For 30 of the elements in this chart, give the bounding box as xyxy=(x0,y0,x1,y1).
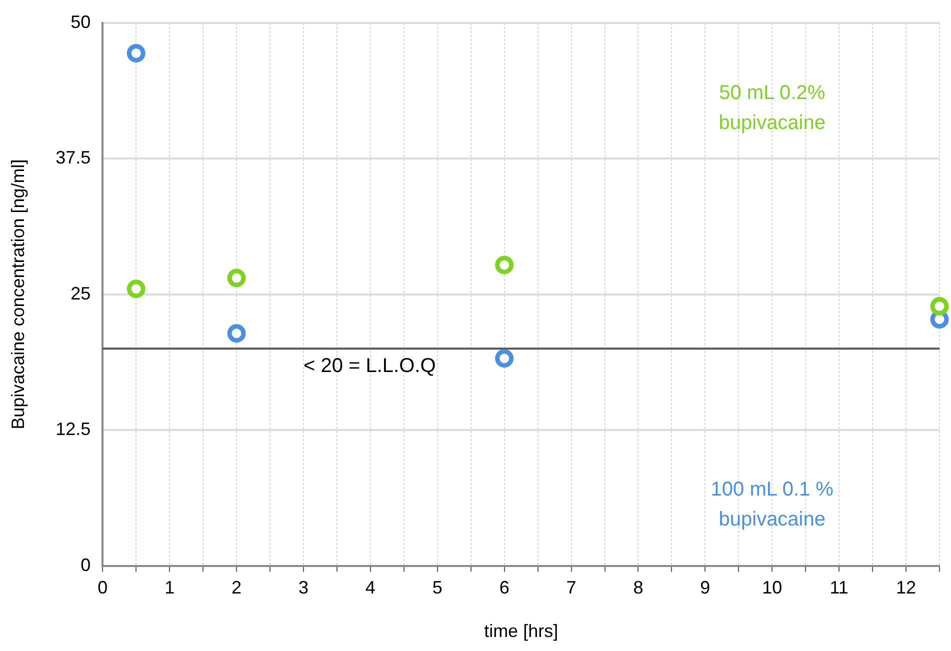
point xyxy=(126,280,146,298)
x-axis-title: time [hrs] xyxy=(484,621,558,642)
y-tick-label: 50 xyxy=(70,12,91,32)
ref-line-label: < 20 = L.L.O.Q xyxy=(303,355,436,378)
x-tick-label: 6 xyxy=(499,578,510,598)
text: 50 mL 0.2% bupivacaine xyxy=(718,82,826,134)
point xyxy=(495,349,514,368)
y-axis-title: Bupivacaine concentration [ng/ml] xyxy=(8,159,28,430)
x-tick-label: 5 xyxy=(432,578,442,598)
y-tick-label: 25 xyxy=(70,283,91,304)
x-tick-label: 0 xyxy=(98,578,108,598)
x-tick-label: 7 xyxy=(566,578,576,598)
x-tick-label: 8 xyxy=(633,578,644,598)
point xyxy=(126,44,146,62)
x-tick-label: 10 xyxy=(762,578,782,598)
point xyxy=(227,324,246,343)
x-tick-label: 12 xyxy=(896,578,916,598)
point xyxy=(495,256,514,274)
x-tick-label: 3 xyxy=(298,578,308,598)
y-tick-label: 0 xyxy=(80,554,91,575)
x-tick-label: 1 xyxy=(164,578,175,598)
point xyxy=(930,296,949,316)
x-tick-label: 2 xyxy=(232,578,242,598)
point xyxy=(227,268,246,288)
y-tick-label: 12.5 xyxy=(56,419,91,440)
text: 100 mL 0.1 % bupivacaine xyxy=(710,478,834,530)
x-tick-label: 4 xyxy=(365,578,376,598)
x-tick-label: 9 xyxy=(700,578,710,598)
y-tick-label: 37.5 xyxy=(56,148,91,168)
x-tick-label: 11 xyxy=(830,578,848,598)
